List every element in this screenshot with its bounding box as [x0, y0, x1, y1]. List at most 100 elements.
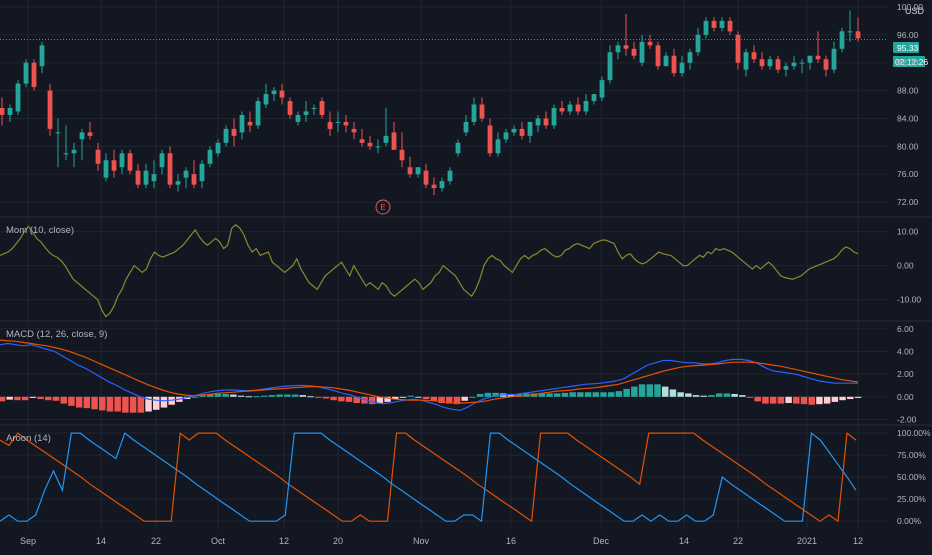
candle-body — [63, 153, 69, 155]
macd-histogram-bar — [122, 396, 129, 413]
candle-body — [487, 125, 493, 154]
macd-histogram-bar — [623, 388, 630, 397]
macd-histogram-bar — [106, 396, 114, 412]
macd-line — [0, 342, 858, 412]
aroon-up-line — [0, 431, 857, 523]
candle-body — [447, 170, 453, 182]
macd-histogram-bar — [160, 396, 168, 408]
macd-histogram-bar — [399, 396, 407, 398]
price-tick-label: 72.00 — [897, 197, 919, 207]
candle-body — [855, 31, 861, 39]
candle-body — [703, 20, 709, 35]
currency-label: USD — [905, 6, 925, 16]
macd-histogram-bar — [14, 396, 21, 401]
candle-body — [207, 149, 213, 164]
macd-histogram-bar — [314, 396, 322, 398]
macd-histogram-bar — [353, 396, 360, 404]
candle-body — [399, 149, 405, 161]
macd-histogram-bar — [21, 396, 29, 401]
candle-body — [215, 142, 221, 154]
indicator-tick-label: 0.00 — [897, 261, 914, 271]
candle-body — [431, 184, 437, 189]
macd-histogram-bar — [114, 396, 121, 412]
macd-histogram-bar — [484, 392, 492, 397]
macd-histogram-bar — [754, 396, 761, 402]
candle-body — [543, 118, 549, 126]
candle-body — [279, 90, 285, 98]
macd-histogram-bar — [446, 396, 453, 404]
macd-histogram-bar — [214, 393, 222, 397]
macd-histogram-bar — [322, 396, 330, 399]
candle-body — [375, 146, 381, 148]
macd-histogram-bar — [739, 395, 746, 397]
candle-body — [743, 52, 749, 70]
macd-title: MACD (12, 26, close, 9) — [6, 329, 107, 340]
indicator-tick-label: 0.00 — [897, 392, 914, 402]
candle-body — [183, 170, 189, 178]
candle-body — [759, 59, 765, 67]
macd-histogram-bar — [68, 396, 75, 406]
macd-histogram-bar — [0, 396, 6, 402]
macd-histogram-bar — [631, 386, 638, 397]
candle-body — [87, 132, 93, 136]
indicator-tick-label: 2.00 — [897, 369, 914, 379]
macd-histogram-bar — [368, 396, 376, 405]
candle-body — [175, 181, 181, 185]
macd-histogram-bar — [307, 396, 314, 398]
last-price-badge: 95.33 02:12:26 — [893, 42, 928, 67]
candle-body — [535, 118, 541, 126]
x-axis-label: 16 — [506, 536, 516, 546]
macd-histogram-bar — [469, 396, 476, 398]
aroon-title: Aroon (14) — [6, 433, 51, 444]
candle-body — [639, 41, 645, 63]
macd-histogram-bar — [677, 392, 684, 397]
candle-body — [231, 128, 237, 136]
indicator-tick-label: 4.00 — [897, 346, 914, 356]
earnings-label: E — [380, 203, 385, 212]
signal-line — [0, 339, 859, 404]
candle-body — [15, 83, 21, 112]
candle-body — [95, 149, 101, 164]
earnings-marker[interactable]: E — [375, 199, 391, 215]
macd-histogram-bar — [245, 396, 253, 398]
candle-body — [167, 153, 173, 185]
indicator-tick-label: -10.00 — [897, 295, 921, 305]
x-axis-label: 2021 — [797, 536, 817, 546]
candle-body — [191, 174, 197, 185]
macd-histogram-bar — [700, 395, 708, 397]
macd-histogram-bar — [191, 396, 199, 398]
macd-histogram-bar — [785, 396, 792, 404]
candle-body — [367, 142, 373, 147]
candle-body — [0, 108, 5, 115]
candle-body — [135, 170, 141, 185]
candle-body — [751, 52, 757, 60]
macd-histogram-bar — [345, 396, 353, 402]
indicator-tick-label: 100.00% — [897, 428, 931, 438]
macd-histogram-bar — [199, 395, 206, 397]
candle-body — [831, 48, 837, 70]
candle-body — [407, 167, 413, 175]
candle-body — [23, 62, 29, 84]
macd-histogram-bar — [330, 396, 337, 401]
macd-histogram-bar — [284, 394, 291, 397]
price-tick-label: 88.00 — [897, 86, 919, 96]
macd-histogram-bar — [554, 393, 561, 397]
macd-histogram-bar — [438, 396, 445, 404]
macd-histogram-bar — [669, 389, 677, 397]
macd-histogram-bar — [206, 393, 214, 397]
macd-histogram-bar — [561, 392, 569, 397]
macd-histogram-bar — [29, 396, 37, 398]
candle-body — [727, 20, 733, 32]
candle-body — [671, 55, 677, 74]
candle-body — [7, 108, 13, 115]
candle-body — [47, 90, 53, 129]
countdown: 02:12:26 — [895, 57, 928, 67]
x-axis-label: Oct — [211, 536, 226, 546]
x-axis-label: 14 — [679, 536, 689, 546]
macd-histogram-bar — [492, 392, 499, 397]
price-tick-label: 76.00 — [897, 169, 919, 179]
candle-body — [239, 114, 245, 133]
earnings-circle — [375, 199, 391, 215]
